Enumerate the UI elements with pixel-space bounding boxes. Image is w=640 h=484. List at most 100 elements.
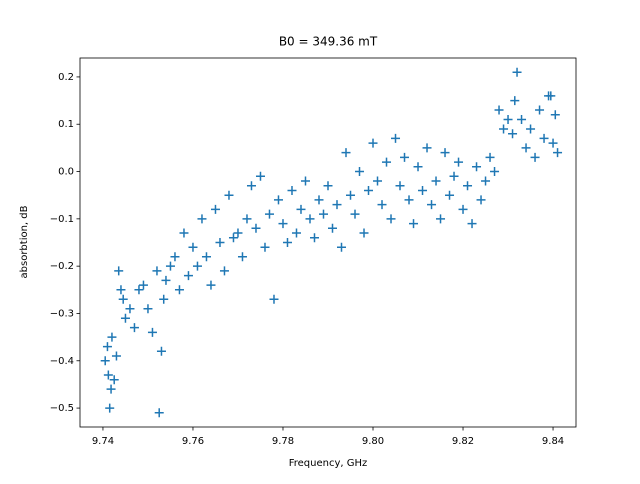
point xyxy=(346,190,356,200)
point xyxy=(118,294,128,304)
point xyxy=(314,195,324,205)
point xyxy=(255,171,265,181)
point xyxy=(400,152,410,162)
point xyxy=(161,275,171,285)
point xyxy=(548,138,558,148)
point xyxy=(273,195,283,205)
point xyxy=(125,304,135,314)
point xyxy=(550,110,560,120)
point xyxy=(102,342,112,352)
point xyxy=(440,148,450,158)
point xyxy=(183,271,193,281)
point xyxy=(116,285,126,295)
point xyxy=(291,228,301,238)
point xyxy=(494,105,504,115)
point xyxy=(114,266,124,276)
point xyxy=(300,176,310,186)
x-tick-label: 9.76 xyxy=(182,436,204,447)
point xyxy=(485,152,495,162)
point xyxy=(391,133,401,143)
point xyxy=(431,176,441,186)
point xyxy=(530,152,540,162)
point xyxy=(436,214,446,224)
point xyxy=(109,375,119,385)
point xyxy=(269,294,279,304)
point xyxy=(521,143,531,153)
point xyxy=(359,228,369,238)
point xyxy=(539,133,549,143)
point xyxy=(134,285,144,295)
point xyxy=(332,200,342,210)
chart-title: B0 = 349.36 mT xyxy=(279,35,378,49)
point xyxy=(458,204,468,214)
point xyxy=(282,238,292,247)
point xyxy=(201,252,211,262)
point xyxy=(404,195,414,205)
point xyxy=(170,252,180,262)
point xyxy=(386,214,396,224)
point xyxy=(490,167,500,177)
x-tick-label: 9.84 xyxy=(542,436,564,447)
point xyxy=(154,408,164,418)
point xyxy=(188,242,198,252)
y-tick-label: 0.1 xyxy=(58,119,74,130)
x-tick-label: 9.74 xyxy=(92,436,114,447)
y-tick-label: −0.1 xyxy=(50,214,74,225)
y-tick-label: −0.5 xyxy=(50,403,74,414)
y-tick-label: −0.2 xyxy=(50,261,74,272)
point xyxy=(111,351,121,361)
point xyxy=(100,356,110,366)
point xyxy=(454,157,464,167)
point xyxy=(512,67,522,77)
point xyxy=(323,181,333,191)
point xyxy=(206,280,216,290)
point xyxy=(251,223,261,233)
point xyxy=(120,313,130,323)
point xyxy=(337,242,347,252)
point xyxy=(481,176,491,186)
point xyxy=(341,148,351,158)
point xyxy=(508,129,518,139)
point xyxy=(409,219,419,229)
point xyxy=(242,214,252,224)
point xyxy=(499,124,509,134)
point xyxy=(328,223,338,233)
point xyxy=(228,233,238,243)
y-axis-label: absorbtion, dB xyxy=(19,205,30,278)
point xyxy=(413,162,423,172)
point xyxy=(377,200,387,210)
point xyxy=(472,162,482,172)
point xyxy=(305,214,315,224)
point xyxy=(219,266,229,276)
point xyxy=(382,157,392,167)
x-axis-label: Frequency, GHz xyxy=(289,458,368,469)
point xyxy=(309,233,319,243)
point xyxy=(427,200,437,210)
x-tick-label: 9.78 xyxy=(272,436,294,447)
point xyxy=(138,280,148,290)
point xyxy=(224,190,234,200)
point xyxy=(467,219,477,229)
point xyxy=(296,204,306,214)
point xyxy=(174,285,184,295)
point xyxy=(197,214,207,224)
point xyxy=(553,148,563,158)
point xyxy=(355,167,365,177)
point xyxy=(165,261,175,271)
point xyxy=(395,181,405,191)
point xyxy=(368,138,378,148)
point xyxy=(106,384,116,394)
point xyxy=(103,370,113,380)
point xyxy=(318,209,328,219)
point xyxy=(179,228,189,238)
point xyxy=(526,124,536,134)
point xyxy=(418,185,428,195)
point xyxy=(503,115,513,124)
plot-frame xyxy=(79,57,577,428)
point xyxy=(260,242,270,252)
point xyxy=(107,332,117,342)
point xyxy=(156,346,166,356)
x-tick-label: 9.80 xyxy=(362,436,384,447)
